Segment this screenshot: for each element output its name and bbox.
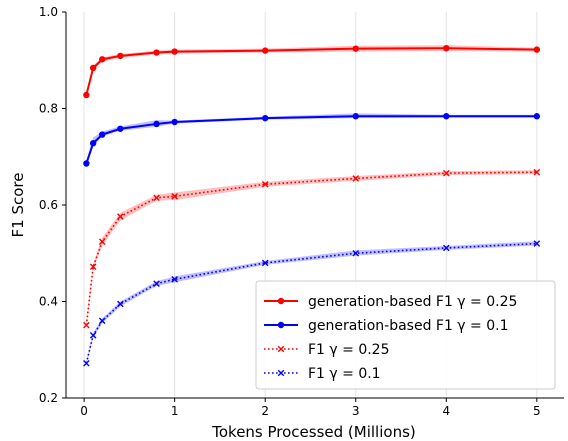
series-2-line: [85, 115, 537, 164]
x-tick-label: 5: [533, 404, 541, 418]
data-point: [277, 345, 285, 353]
data-point: [117, 125, 124, 132]
data-point: [352, 175, 360, 182]
data-point: [171, 118, 178, 126]
data-point: [262, 47, 269, 54]
data-point: [277, 369, 285, 377]
legend-label: F1 γ = 0.1: [308, 366, 381, 382]
legend-label: F1 γ = 0.25: [308, 342, 390, 358]
y-tick-label: 0.8: [39, 102, 58, 116]
x-tick-label: 2: [261, 404, 269, 418]
data-point: [153, 280, 160, 287]
data-point: [98, 317, 106, 325]
data-point: [99, 56, 106, 63]
data-point: [89, 64, 97, 72]
legend-item: F1 γ = 0.1: [264, 366, 381, 382]
y-tick-label: 0.6: [39, 198, 58, 212]
data-point: [352, 249, 360, 257]
x-tick-label: 3: [352, 404, 360, 418]
series-3-line: [85, 171, 537, 326]
series-1-line: [85, 47, 537, 96]
data-point: [352, 113, 359, 120]
series-markers: [83, 44, 541, 367]
y-axis-label: F1 Score: [9, 173, 27, 238]
data-point: [533, 240, 541, 247]
tick-labels: 0 1 2 3 4 5 0.2 0.4 0.6 0.8 1.0: [39, 5, 541, 418]
data-point: [89, 331, 97, 339]
data-point: [83, 160, 90, 167]
data-point: [442, 169, 450, 177]
data-point: [89, 140, 97, 147]
data-point: [352, 45, 359, 52]
data-point: [262, 114, 269, 122]
data-point: [277, 321, 285, 329]
y-tick-label: 1.0: [39, 5, 58, 19]
data-point: [443, 44, 450, 52]
axes: [62, 11, 564, 402]
data-point: [533, 168, 541, 176]
data-point: [117, 213, 124, 220]
data-point: [277, 297, 285, 305]
data-point: [261, 180, 269, 188]
legend-item: generation-based F1 γ = 0.1: [264, 318, 509, 334]
data-point: [153, 194, 160, 202]
data-point: [83, 359, 90, 367]
data-point: [89, 263, 97, 271]
x-tick-label: 0: [80, 404, 88, 418]
data-point: [153, 120, 160, 128]
legend-item: F1 γ = 0.25: [264, 342, 390, 358]
data-point: [533, 113, 541, 120]
legend-label: generation-based F1 γ = 0.25: [308, 294, 517, 310]
y-tick-label: 0.2: [39, 391, 58, 405]
data-point: [171, 193, 178, 200]
grid: [83, 12, 538, 398]
series-1-band: [86, 45, 537, 97]
data-point: [533, 46, 541, 53]
data-point: [171, 276, 178, 283]
data-point: [117, 52, 124, 60]
data-point: [443, 113, 450, 120]
legend-item: generation-based F1 γ = 0.25: [264, 294, 517, 310]
data-point: [99, 131, 106, 138]
legend-label: generation-based F1 γ = 0.1: [308, 318, 509, 334]
data-point: [442, 244, 450, 252]
data-point: [98, 238, 106, 245]
legend: generation-based F1 γ = 0.25 generation-b…: [255, 280, 556, 390]
data-point: [171, 48, 178, 55]
data-point: [83, 91, 90, 99]
x-tick-label: 1: [171, 404, 179, 418]
series-4-line: [85, 242, 537, 364]
data-point: [117, 300, 124, 308]
y-tick-label: 0.4: [39, 295, 58, 309]
data-point: [261, 259, 269, 267]
x-axis-label: Tokens Processed (Millions): [211, 423, 416, 441]
confidence-bands: [86, 45, 537, 366]
series-lines: [85, 47, 537, 364]
x-tick-label: 4: [442, 404, 450, 418]
data-point: [153, 49, 160, 56]
legend-box: [255, 280, 556, 390]
series-2-band: [86, 113, 537, 167]
data-point: [83, 321, 90, 329]
